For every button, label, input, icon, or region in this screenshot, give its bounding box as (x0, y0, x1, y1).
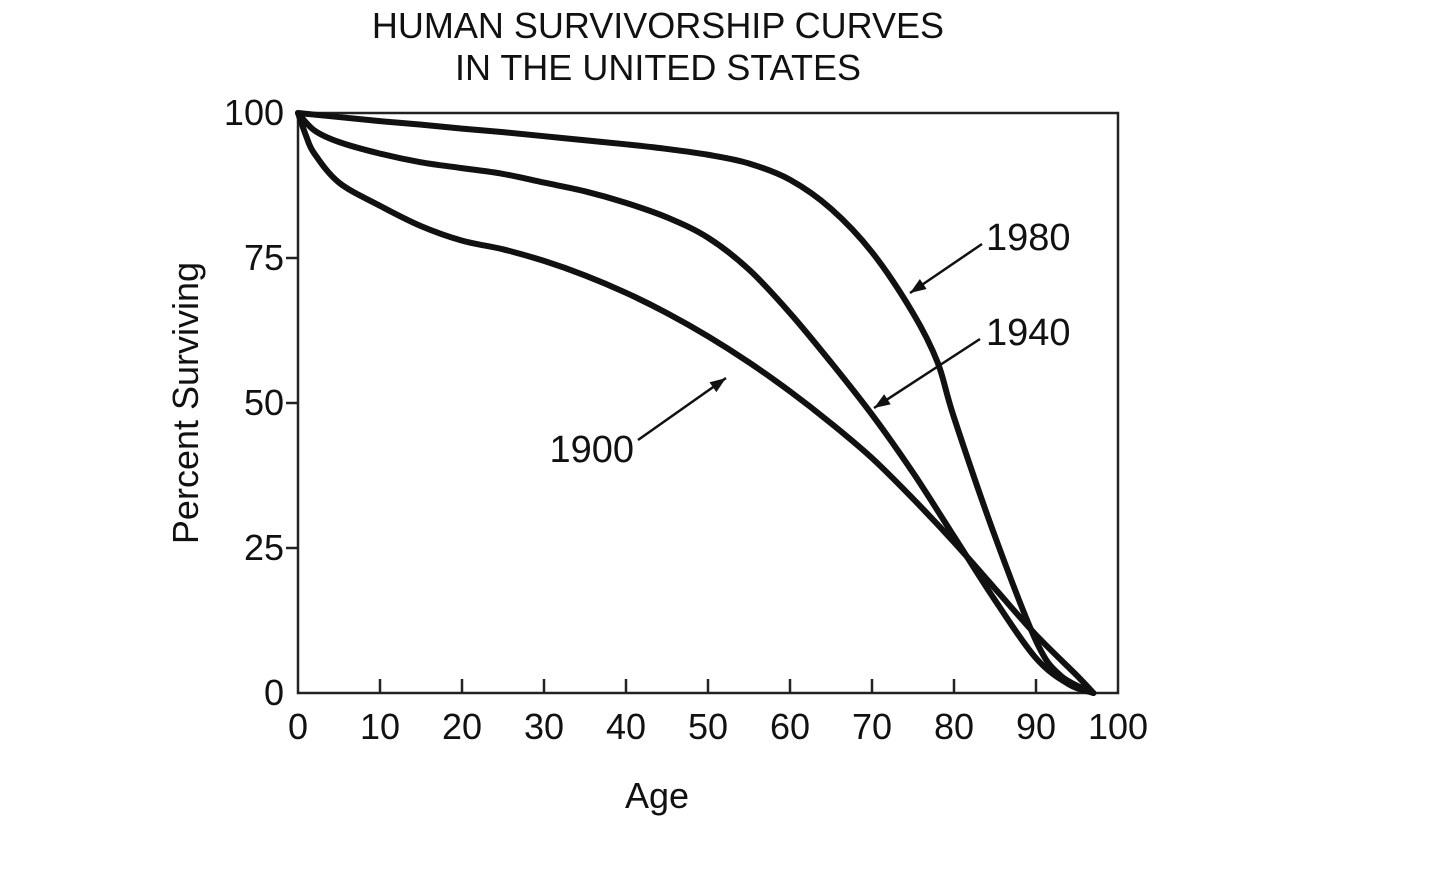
chart-title-line-1: HUMAN SURVIVORSHIP CURVES (372, 5, 944, 46)
series-curves (295, 110, 1097, 696)
y-tick-label: 75 (244, 237, 284, 278)
series-label-1940: 1940 (986, 312, 1071, 354)
x-tick-label: 0 (288, 706, 308, 747)
y-tick-label: 50 (244, 382, 284, 423)
y-axis-label: Percent Surviving (165, 262, 206, 544)
x-tick-label: 50 (688, 706, 728, 747)
series-leader-1940 (873, 337, 981, 410)
x-tick-label: 100 (1088, 706, 1148, 747)
series-curve-1940 (295, 110, 1097, 696)
x-axis-label: Age (625, 775, 689, 816)
series-leader-1900 (637, 376, 727, 442)
x-tick-label: 40 (606, 706, 646, 747)
x-axis: 0 10 20 30 40 50 60 70 80 90 100 (288, 679, 1148, 747)
series-curve-1900 (295, 110, 1097, 696)
x-tick-label: 80 (934, 706, 974, 747)
series-arrowhead-1940 (874, 394, 891, 408)
plot-frame (296, 111, 1120, 695)
series-label-1900: 1900 (549, 429, 634, 471)
x-tick-label: 10 (360, 706, 400, 747)
x-tick-label: 90 (1016, 706, 1056, 747)
series-labels: 1980 1940 1900 (549, 217, 1070, 471)
series-curve-1980 (295, 110, 1097, 696)
series-label-1980: 1980 (986, 217, 1071, 259)
x-tick-label: 20 (442, 706, 482, 747)
y-tick-label: 25 (244, 527, 284, 568)
series-arrowhead-1980 (910, 279, 927, 293)
y-axis: 0 25 50 75 100 (224, 92, 298, 713)
chart-title-line-2: IN THE UNITED STATES (455, 47, 861, 88)
y-tick-label: 0 (264, 672, 284, 713)
series-arrowhead-1900 (709, 378, 726, 393)
x-tick-label: 30 (524, 706, 564, 747)
x-tick-label: 70 (852, 706, 892, 747)
x-tick-label: 60 (770, 706, 810, 747)
y-tick-label: 100 (224, 92, 284, 133)
